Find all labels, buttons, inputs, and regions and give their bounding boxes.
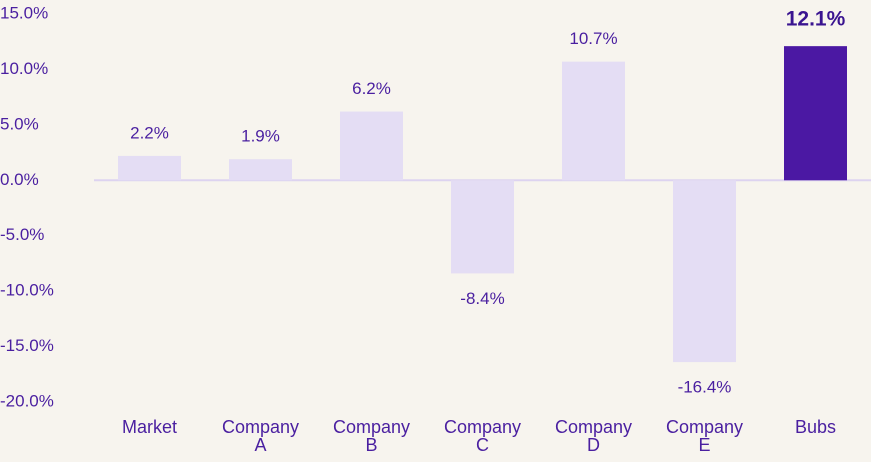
x-tick-label: Company A [221, 417, 300, 455]
value-label: 6.2% [352, 79, 391, 98]
y-tick-label: -15.0% [0, 336, 54, 355]
value-label: 10.7% [569, 29, 617, 48]
y-tick-label: 0.0% [0, 170, 39, 189]
value-label: -16.4% [678, 378, 732, 397]
y-tick-label: -5.0% [0, 225, 44, 244]
bar [229, 159, 292, 181]
x-tick-label: Company B [332, 417, 411, 455]
x-tick-label: Company D [554, 417, 633, 455]
bar [673, 180, 736, 363]
x-tick-label: Bubs [794, 417, 837, 437]
x-tick-label: Company C [443, 417, 522, 455]
value-label: 2.2% [130, 123, 169, 142]
y-tick-label: 10.0% [0, 59, 48, 78]
value-label: 1.9% [241, 127, 280, 146]
value-label: -8.4% [460, 289, 504, 308]
y-tick-label: 15.0% [0, 3, 48, 22]
y-tick-label: -10.0% [0, 281, 54, 300]
y-tick-label: 5.0% [0, 114, 39, 133]
bar [451, 180, 514, 274]
y-tick-label: -20.0% [0, 391, 54, 410]
bar [118, 155, 181, 181]
value-label: 12.1% [786, 8, 846, 31]
bar [562, 61, 625, 181]
bar [784, 46, 847, 181]
x-tick-label: Company E [665, 417, 744, 455]
x-tick-label: Market [121, 417, 177, 437]
bar [340, 111, 403, 181]
